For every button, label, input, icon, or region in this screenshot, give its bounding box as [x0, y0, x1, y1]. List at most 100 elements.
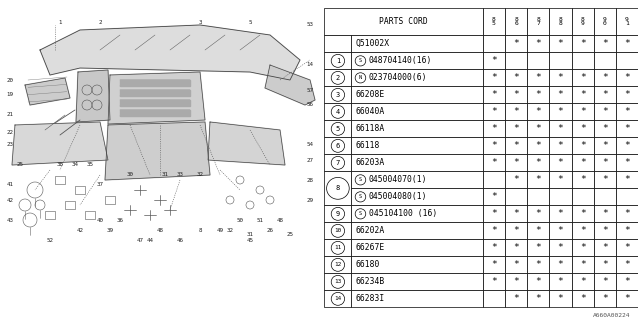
Text: 28: 28	[307, 178, 314, 182]
Bar	[549, 154, 572, 171]
Bar	[527, 103, 549, 120]
Bar	[549, 103, 572, 120]
Bar	[527, 256, 549, 273]
Bar	[549, 36, 572, 52]
Text: 22: 22	[6, 130, 13, 134]
Text: 7: 7	[336, 160, 340, 166]
Bar	[594, 222, 616, 239]
Text: *: *	[602, 277, 608, 286]
Bar	[594, 273, 616, 290]
Text: 66118A: 66118A	[355, 124, 385, 133]
Text: *: *	[624, 90, 630, 99]
Text: 045004070(1): 045004070(1)	[369, 175, 428, 184]
Bar	[351, 273, 483, 290]
Bar	[594, 8, 616, 36]
Bar	[65, 201, 75, 209]
Bar	[594, 86, 616, 103]
Text: 3: 3	[198, 20, 202, 25]
Bar	[572, 86, 594, 103]
Text: *: *	[580, 73, 586, 82]
Text: *: *	[491, 158, 497, 167]
Text: *: *	[624, 141, 630, 150]
Text: 13: 13	[334, 279, 342, 284]
Text: *: *	[513, 175, 519, 184]
Text: 66040A: 66040A	[355, 107, 385, 116]
Bar	[483, 222, 505, 239]
Bar	[616, 86, 638, 103]
Bar	[549, 137, 572, 154]
Bar	[572, 52, 594, 69]
Text: *: *	[624, 107, 630, 116]
Bar	[616, 103, 638, 120]
Text: *: *	[536, 243, 541, 252]
Bar	[527, 188, 549, 205]
Text: *: *	[557, 226, 563, 235]
Text: *: *	[624, 209, 630, 218]
Bar	[572, 36, 594, 52]
Text: 40: 40	[97, 218, 104, 222]
Text: *: *	[602, 107, 608, 116]
Bar	[505, 290, 527, 307]
Text: 14: 14	[307, 62, 314, 68]
Bar	[483, 36, 505, 52]
Text: *: *	[491, 209, 497, 218]
Bar	[594, 154, 616, 171]
Text: *: *	[513, 158, 519, 167]
Text: 32: 32	[227, 228, 234, 233]
Bar	[351, 154, 483, 171]
Bar	[351, 120, 483, 137]
Text: 9: 9	[336, 211, 340, 217]
Text: 27: 27	[307, 157, 314, 163]
Text: *: *	[602, 294, 608, 303]
Bar	[505, 69, 527, 86]
Bar	[483, 8, 505, 36]
Text: *: *	[624, 175, 630, 184]
Bar	[324, 8, 483, 36]
Text: *: *	[557, 73, 563, 82]
Text: 66118: 66118	[355, 141, 380, 150]
Text: *: *	[602, 124, 608, 133]
Bar	[85, 211, 95, 219]
Bar	[324, 154, 351, 171]
Bar	[351, 239, 483, 256]
Bar	[483, 137, 505, 154]
Bar	[483, 239, 505, 256]
Text: *: *	[557, 90, 563, 99]
Bar	[527, 69, 549, 86]
Text: *: *	[602, 73, 608, 82]
Text: *: *	[536, 90, 541, 99]
Bar	[572, 120, 594, 137]
Text: 25: 25	[17, 163, 24, 167]
Bar	[527, 86, 549, 103]
Text: *: *	[602, 209, 608, 218]
Bar	[505, 154, 527, 171]
Text: 31: 31	[161, 172, 168, 178]
Bar	[616, 188, 638, 205]
Bar	[483, 256, 505, 273]
Bar	[616, 69, 638, 86]
Bar	[505, 52, 527, 69]
Bar	[324, 256, 351, 273]
Text: *: *	[624, 277, 630, 286]
Text: *: *	[536, 141, 541, 150]
Text: *: *	[491, 260, 497, 269]
Text: PARTS CORD: PARTS CORD	[380, 17, 428, 26]
Bar	[549, 205, 572, 222]
Text: 44: 44	[147, 237, 154, 243]
Bar	[120, 110, 190, 116]
Text: 25: 25	[287, 233, 294, 237]
Bar	[594, 256, 616, 273]
Bar	[527, 171, 549, 188]
Text: S: S	[359, 177, 362, 182]
Text: *: *	[513, 226, 519, 235]
Text: *: *	[491, 73, 497, 82]
Bar	[483, 52, 505, 69]
Text: *: *	[624, 294, 630, 303]
Polygon shape	[76, 70, 110, 122]
Text: *: *	[513, 73, 519, 82]
Bar	[572, 239, 594, 256]
Bar	[351, 188, 483, 205]
Text: 42: 42	[6, 197, 13, 203]
Text: 26: 26	[266, 228, 273, 233]
Text: *: *	[536, 209, 541, 218]
